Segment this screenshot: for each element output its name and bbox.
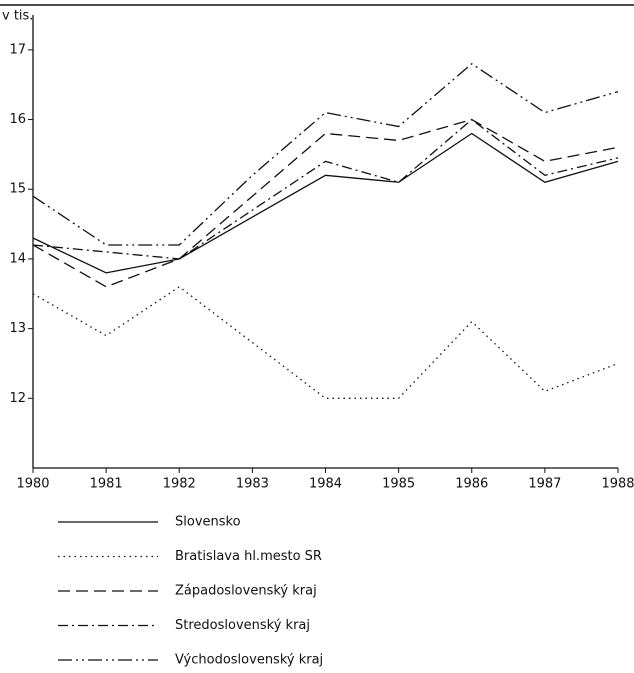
- series-line: [32, 118, 619, 260]
- x-tick-label: 1987: [528, 477, 561, 492]
- x-tick-label: 1982: [163, 477, 196, 492]
- series-line: [32, 118, 619, 288]
- y-tick-label: 17: [9, 42, 26, 57]
- y-tick-label: 13: [9, 321, 26, 336]
- x-tick-label: 1980: [16, 477, 49, 492]
- x-tick-label: 1988: [601, 477, 634, 492]
- y-axis-label: v tis.: [2, 9, 33, 24]
- x-tick-label: 1983: [236, 477, 269, 492]
- y-tick-label: 15: [9, 182, 26, 197]
- series-line: [32, 62, 619, 246]
- series-line: [32, 286, 619, 399]
- x-tick-label: 1985: [382, 477, 415, 492]
- x-tick-label: 1986: [455, 477, 488, 492]
- legend-label: Slovensko: [175, 515, 241, 530]
- legend-label: Bratislava hl.mesto SR: [175, 549, 322, 564]
- x-tick-label: 1981: [90, 477, 123, 492]
- legend-label: Západoslovenský kraj: [175, 584, 317, 599]
- legend-label: Stredoslovenský kraj: [175, 618, 310, 633]
- y-tick-label: 12: [9, 391, 26, 406]
- x-tick-label: 1984: [309, 477, 342, 492]
- legend-label: Východoslovenský kraj: [175, 653, 323, 668]
- series-line: [32, 132, 619, 274]
- y-tick-label: 16: [9, 112, 26, 127]
- y-tick-label: 14: [9, 251, 26, 266]
